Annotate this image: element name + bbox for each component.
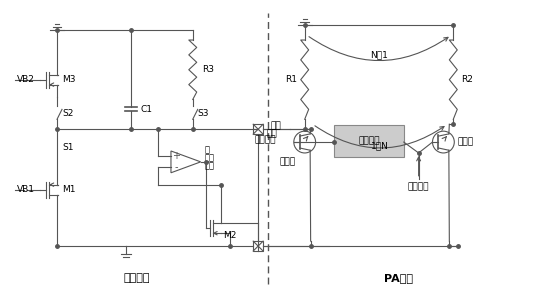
FancyBboxPatch shape <box>334 125 403 157</box>
Text: M3: M3 <box>62 75 75 84</box>
FancyArrowPatch shape <box>309 37 448 61</box>
Bar <box>253 241 263 251</box>
Text: S1: S1 <box>62 143 74 151</box>
Text: 器: 器 <box>205 146 210 154</box>
Text: 隔离电路: 隔离电路 <box>358 137 380 146</box>
Text: N：1: N：1 <box>370 50 388 59</box>
Text: 放大: 放大 <box>205 154 215 162</box>
Text: +: + <box>172 151 180 162</box>
Text: VB1: VB1 <box>16 185 34 194</box>
Text: 集电极: 集电极 <box>280 157 296 166</box>
Text: S3: S3 <box>198 109 209 118</box>
Text: M2: M2 <box>223 231 237 240</box>
Text: 功率管: 功率管 <box>457 138 473 146</box>
Text: R2: R2 <box>461 75 473 84</box>
Text: S2: S2 <box>62 109 73 118</box>
Text: 传感器管: 传感器管 <box>254 135 276 145</box>
Text: C1: C1 <box>140 105 152 114</box>
Text: M1: M1 <box>62 185 75 194</box>
Text: 基极: 基极 <box>271 122 281 131</box>
Text: R3: R3 <box>201 65 213 74</box>
Text: 射频输入: 射频输入 <box>408 182 429 191</box>
Text: 射极: 射极 <box>266 129 277 139</box>
FancyArrowPatch shape <box>315 126 444 148</box>
Text: 1：N: 1：N <box>371 142 389 151</box>
Text: -: - <box>174 162 177 172</box>
Text: PA芯片: PA芯片 <box>384 273 413 283</box>
Text: 控制芯片: 控制芯片 <box>123 273 150 283</box>
Text: 误差: 误差 <box>205 161 215 170</box>
Text: R1: R1 <box>285 75 297 84</box>
Text: VB2: VB2 <box>16 75 34 84</box>
Bar <box>253 124 263 134</box>
